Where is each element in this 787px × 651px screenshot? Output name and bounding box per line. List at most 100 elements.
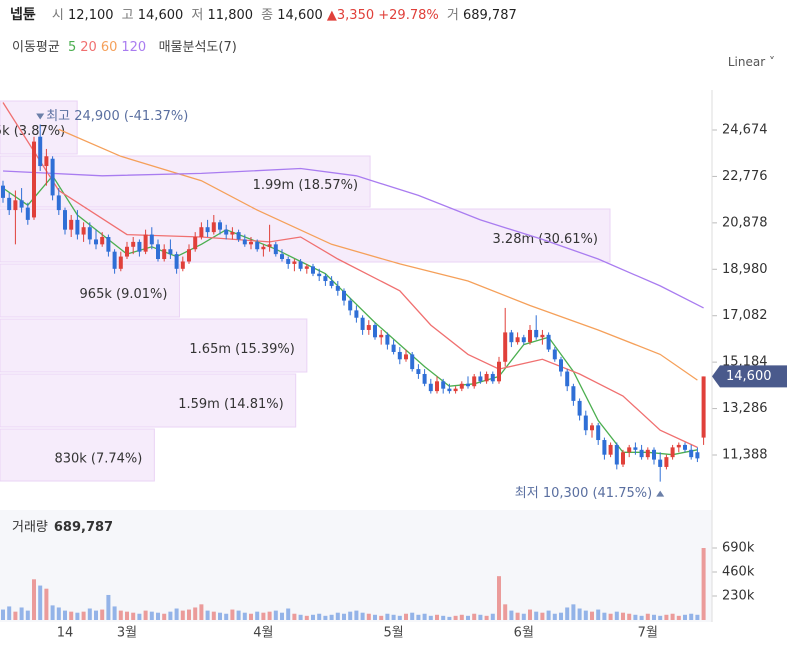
candle-body (416, 369, 421, 374)
volume-bar (25, 610, 30, 620)
volume-bar (497, 576, 501, 620)
scale-select[interactable]: Linear ˅ (727, 55, 775, 69)
candle-body (652, 449, 656, 460)
candle-body (397, 351, 402, 360)
profile-label: 1.99m (18.57%) (253, 178, 358, 193)
candle-body (81, 227, 86, 235)
value: 14,600 (137, 8, 184, 23)
candle-body (118, 256, 123, 269)
volume-bar (335, 612, 340, 620)
y-tick-label: 690k (722, 541, 755, 556)
candle-body (125, 246, 129, 257)
volume-bar (627, 613, 632, 620)
candle-body (317, 273, 322, 277)
candle-body (577, 400, 582, 416)
profile-bar (0, 263, 180, 318)
volume-bar (342, 613, 346, 620)
candle-body (311, 266, 315, 274)
value: 689,787 (462, 8, 517, 23)
y-tick-label: 18,980 (722, 262, 768, 277)
x-tick-label: 4월 (253, 626, 273, 641)
candle-body (50, 158, 55, 196)
candle-body (621, 452, 625, 465)
high-marker (36, 113, 45, 120)
candle-body (249, 241, 253, 245)
candle-body (633, 447, 638, 450)
candle-body (32, 141, 36, 218)
label: 저 (191, 8, 204, 23)
volume-bar (168, 611, 173, 620)
volume-bar (267, 611, 272, 620)
volume-bar (379, 615, 384, 620)
volume-title: 거래량 689,787 (12, 520, 113, 535)
ma-line (58, 128, 698, 381)
ma-line (2, 102, 698, 448)
candle-body (373, 325, 377, 338)
candle-body (112, 251, 117, 269)
candle-body (627, 447, 632, 453)
candle-body (670, 447, 675, 458)
legend-entry: 5 (67, 40, 77, 55)
y-tick-label: 460k (722, 565, 755, 580)
candle-body (447, 388, 452, 392)
y-tick-label: 17,082 (722, 308, 768, 323)
price-tag-label: 14,600 (726, 369, 772, 384)
candle-body (639, 449, 644, 458)
candle-body (75, 219, 80, 235)
profile-label: 1.65m (15.39%) (189, 342, 294, 357)
legend-entry: 60 (100, 40, 118, 55)
volume-bar (317, 613, 322, 620)
ma-label[interactable]: 이동평균 (12, 40, 60, 55)
candle-body (298, 261, 303, 269)
volume-bar (559, 612, 563, 620)
volume-bar (193, 607, 198, 620)
volume-bar (540, 612, 545, 620)
profile-label[interactable]: 매물분석도(7) (158, 40, 237, 55)
candle-body (664, 457, 669, 467)
volume-bar (249, 613, 253, 620)
candle-body (466, 383, 470, 387)
candle-body (404, 354, 408, 360)
volume-bar (87, 608, 92, 620)
volume-bar (81, 611, 86, 620)
volume-bar (515, 612, 520, 620)
candle-body (44, 156, 49, 167)
candle-body (205, 227, 210, 233)
candle-body (94, 239, 98, 245)
candle-body (602, 440, 607, 455)
volume-bar (639, 615, 644, 620)
volume-bar (180, 610, 185, 620)
candle-body (590, 425, 594, 431)
candle-body (267, 244, 272, 247)
volume-bar (100, 609, 105, 620)
candle-body (149, 234, 154, 245)
volume-panel (0, 510, 712, 622)
y-tick-label: 22,776 (722, 169, 768, 184)
ma-legend: 5 20 60 120 (64, 40, 146, 55)
volume-bar (608, 613, 613, 620)
candle-body (385, 334, 390, 345)
volume-bar (422, 613, 427, 620)
volume-bar (211, 611, 216, 620)
volume-bar (162, 613, 167, 620)
toolbar: 이동평균 5 20 60 120 매물분석도(7) (12, 36, 237, 55)
candle-body (329, 281, 334, 286)
y-tick-label: 13,286 (722, 401, 768, 416)
profile-bar (0, 428, 155, 482)
candle-body (528, 329, 532, 343)
candle-body (410, 354, 415, 370)
candle-body (701, 376, 706, 438)
volume-bar (528, 609, 532, 620)
volume-bar (63, 610, 67, 620)
candle-body (180, 261, 185, 269)
value: 14,600 (277, 8, 323, 23)
candle-body (546, 334, 551, 350)
profile-label: 965k (9.01%) (80, 287, 168, 302)
volume-bar (577, 608, 582, 620)
volume-bar (230, 609, 235, 620)
candle-body (540, 334, 545, 338)
legend-entry: 120 (121, 40, 147, 55)
volume-bar (360, 612, 365, 620)
volume-bar (385, 613, 390, 620)
volume-bar (695, 614, 700, 620)
